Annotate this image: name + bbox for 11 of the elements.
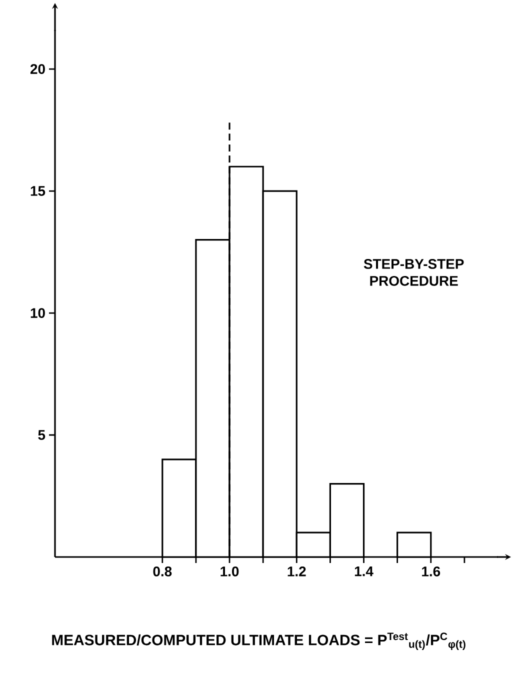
y-tick-label: 10 xyxy=(30,308,45,318)
x-tick-label: 0.8 xyxy=(153,566,172,576)
annotation: STEP-BY-STEP PROCEDURE xyxy=(364,259,464,286)
y-tick-label: 15 xyxy=(30,186,46,196)
y-tick-label: 5 xyxy=(38,430,46,440)
x-tick-label: 1.6 xyxy=(422,566,440,576)
y-tick-label: 20 xyxy=(30,64,45,74)
x-axis-title: MEASURED/COMPUTED ULTIMATE LOADS = P$^{Test}$$_{u(t)}$/P$^{C}$φ(t) xyxy=(52,632,466,650)
x-tick-label: 1.4 xyxy=(354,566,374,576)
x-tick-label: 1.2 xyxy=(288,566,306,576)
x-tick-label: 1.0 xyxy=(220,566,239,576)
